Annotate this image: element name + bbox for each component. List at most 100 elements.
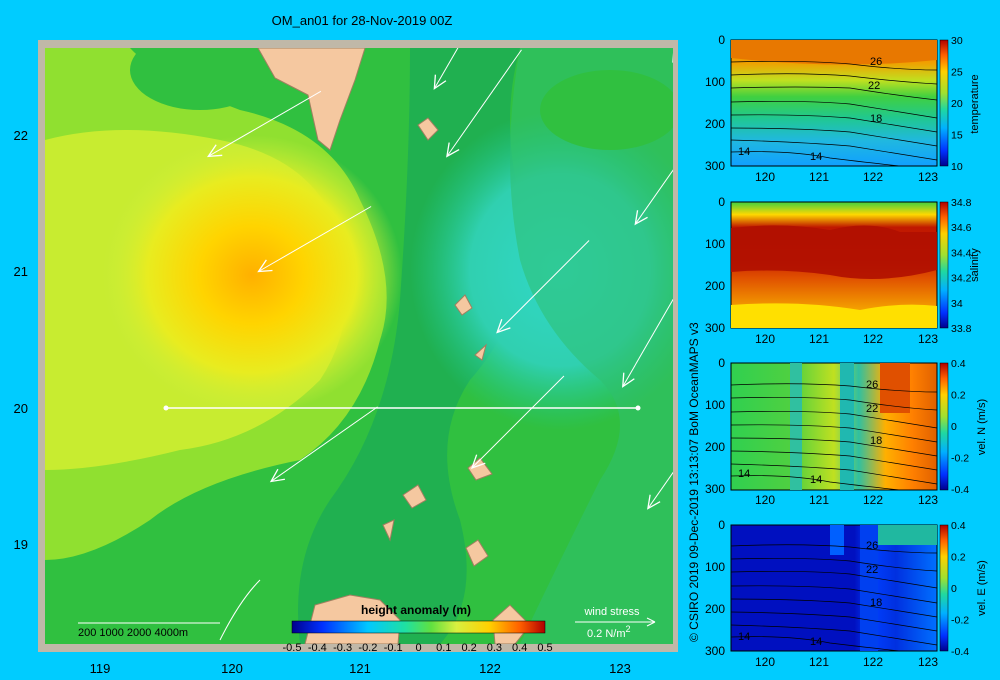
panel-vel-n: 26 22 18 14 14 vel. N (m/s) [730, 362, 988, 491]
panel-depth-tick: 200 [705, 602, 725, 616]
vel-n-contour-label: 14 [738, 468, 750, 480]
panel-colorbar-tick: 0.4 [951, 358, 966, 370]
panel-lon-tick: 122 [863, 332, 883, 346]
wind-stress-arrow [433, 48, 459, 90]
panel-colorbar-tick: 34.4 [951, 247, 972, 259]
temperature-label: temperature [969, 74, 981, 133]
vel-n-strip [790, 363, 802, 490]
colorbar-title: height anomaly (m) [361, 603, 471, 617]
panel-depth-tick: 0 [718, 33, 725, 47]
wind-stress-arrow [672, 52, 673, 63]
vel-e-contour-label: 18 [870, 597, 882, 609]
panel-lon-tick: 121 [809, 332, 829, 346]
panel-colorbar-tick: 30 [951, 35, 963, 47]
map-x-tick: 123 [609, 661, 631, 676]
vel-e-label: vel. E (m/s) [976, 560, 988, 616]
wind-scale-value: 0.2 N/m2 [587, 624, 631, 640]
colorbar-tick-label: 0.5 [537, 642, 552, 654]
wind-stress-arrow [269, 406, 378, 483]
land-island-3 [474, 343, 487, 361]
anomaly-patch-northeast [540, 70, 673, 150]
panel-depth-tick: 0 [718, 518, 725, 532]
wind-stress-arrow [622, 298, 673, 388]
panel-depth-tick: 100 [705, 237, 725, 251]
map-y-tick: 22 [14, 128, 28, 143]
wind-stress-arrow [446, 49, 522, 158]
temperature-shallow-band [731, 40, 937, 65]
panel-depth-tick: 200 [705, 440, 725, 454]
panel-depth-tick: 100 [705, 560, 725, 574]
panel-lon-tick: 120 [755, 655, 775, 669]
map-x-tick: 119 [90, 661, 111, 676]
panel-colorbar-tick: 0 [951, 583, 957, 595]
wind-stress-label: wind stress [583, 606, 640, 618]
panel-depth-tick: 200 [705, 279, 725, 293]
vel-e-contour-label: 22 [866, 564, 878, 576]
panel-depth-tick: 100 [705, 75, 725, 89]
salinity-core [731, 225, 937, 279]
colorbar-tick-label: -0.2 [358, 642, 377, 654]
panel-colorbar-tick: 33.8 [951, 323, 972, 335]
wind-scale-arrow [575, 617, 656, 627]
panel-lon-tick: 122 [863, 493, 883, 507]
wind-stress-arrow [257, 206, 372, 273]
wind-stress-arrow [470, 375, 565, 469]
panel-colorbar-tick: 34.2 [951, 273, 972, 285]
vel-e-contours [730, 544, 938, 652]
colorbar-tick-label: 0.4 [512, 642, 527, 654]
colorbar-ticks: -0.5 -0.4 -0.3 -0.2 -0.1 0 0.1 0.2 0.3 0.4 0.5 [283, 642, 553, 654]
panel-colorbar-tick: 0.2 [951, 390, 966, 402]
panel-colorbar-tick: 25 [951, 67, 963, 79]
anomaly-patch-north [130, 48, 270, 110]
panel-colorbar-tick: -0.4 [951, 484, 969, 496]
land-taiwan [257, 48, 366, 151]
colorbar-tick-label: -0.1 [384, 642, 403, 654]
vel-n-contour-label: 14 [810, 474, 822, 486]
section-line [163, 405, 641, 411]
wind-stress-arrow [647, 471, 673, 510]
colorbar-tick-label: 0.3 [487, 642, 502, 654]
temperature-contour-label: 26 [870, 56, 882, 68]
temperature-contour-label: 14 [738, 146, 750, 158]
panel-lon-tick: 122 [863, 655, 883, 669]
salinity-label: salinity [969, 248, 981, 282]
panel-colorbar-tick: 0.4 [951, 520, 966, 532]
temperature-contour-label: 22 [868, 80, 880, 92]
panel-colorbar-tick: 34.8 [951, 197, 972, 209]
map-y-axis: 22 21 20 19 [14, 128, 28, 552]
land-island-6 [382, 519, 395, 542]
vel-e-contour-label: 14 [738, 631, 750, 643]
panel-lon-tick: 121 [809, 170, 829, 184]
panel-colorbar-tick: 10 [951, 161, 963, 173]
wind-stress-arrows [206, 48, 673, 510]
panel-vel-e: 26 22 18 14 14 vel. E (m/s) [730, 524, 988, 652]
wind-stress-arrow [496, 240, 590, 334]
panel-lon-tick: 123 [918, 332, 938, 346]
panel-colorbar-tick: 15 [951, 130, 963, 142]
bathymetry-legend: 200 1000 2000 4000m [78, 627, 188, 639]
panel-lon-tick: 123 [918, 493, 938, 507]
land-island-7 [465, 539, 489, 567]
salinity-bottom [731, 303, 937, 328]
panel-colorbar-tick: 20 [951, 98, 963, 110]
vel-e-colorbar [939, 524, 949, 652]
panel-lon-tick: 121 [809, 493, 829, 507]
panel-colorbar-tick: -0.2 [951, 453, 969, 465]
map-y-tick: 19 [14, 537, 28, 552]
vel-n-colorbar [939, 362, 949, 491]
map-y-tick: 20 [14, 401, 28, 416]
vel-n-contour-label: 22 [866, 403, 878, 415]
panel-lon-tick: 120 [755, 493, 775, 507]
panel-lon-tick: 121 [809, 655, 829, 669]
panel-lon-tick: 120 [755, 170, 775, 184]
temperature-contour-label: 14 [810, 151, 822, 163]
vel-n-contour-label: 26 [866, 379, 878, 391]
panel-colorbar-tick: -0.2 [951, 615, 969, 627]
copyright-timestamp: © CSIRO 2019 09-Dec-2019 13:13:07 BoM Oc… [687, 322, 701, 642]
vel-n-strip [840, 363, 854, 490]
map-title: OM_an01 for 28-Nov-2019 00Z [272, 13, 453, 28]
panel-lon-tick: 120 [755, 332, 775, 346]
panel-colorbar-tick: 34 [951, 298, 963, 310]
